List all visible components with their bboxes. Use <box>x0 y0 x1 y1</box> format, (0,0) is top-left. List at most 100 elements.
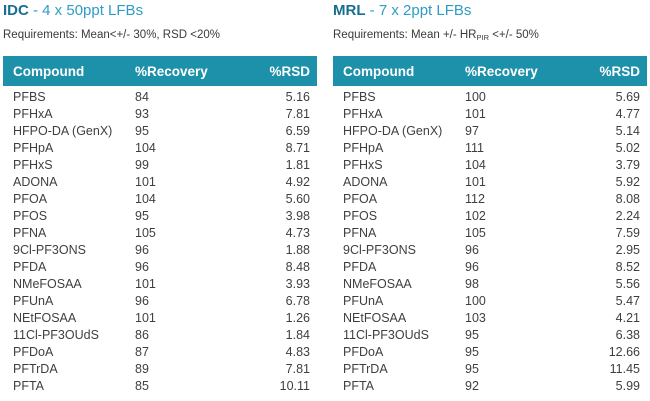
rsd-cell: 8.52 <box>615 260 640 274</box>
recovery-cell: 105 <box>465 226 486 240</box>
rsd-cell: 5.69 <box>615 90 640 104</box>
table-row: 11Cl-PF3OUdS 86 1.84 <box>3 327 317 344</box>
rsd-cell: 11.45 <box>609 362 640 376</box>
table-row: 11Cl-PF3OUdS 95 6.38 <box>333 327 647 344</box>
recovery-cell: 111 <box>465 141 485 155</box>
compound-cell: PFDoA <box>13 345 54 359</box>
table-row: PFHxA 101 4.77 <box>333 106 647 123</box>
table-row: PFDoA 95 12.66 <box>333 344 647 361</box>
rsd-cell: 1.81 <box>285 158 310 172</box>
recovery-cell: 100 <box>465 90 486 104</box>
table-row: HFPO-DA (GenX) 95 6.59 <box>3 123 317 140</box>
rsd-cell: 6.38 <box>615 328 640 342</box>
compound-cell: PFHxS <box>13 158 53 172</box>
mrl-title-abbrev: MRL <box>333 2 366 19</box>
compound-cell: 11Cl-PF3OUdS <box>13 328 99 342</box>
compound-cell: PFDA <box>343 260 377 274</box>
recovery-cell: 98 <box>465 277 479 291</box>
table-row: NMeFOSAA 101 3.93 <box>3 276 317 293</box>
compound-cell: NMeFOSAA <box>13 277 82 291</box>
idc-title-abbrev: IDC <box>3 2 29 19</box>
rsd-cell: 4.77 <box>615 107 640 121</box>
rsd-cell: 5.47 <box>615 294 640 308</box>
compound-cell: 9Cl-PF3ONS <box>343 243 416 257</box>
rsd-cell: 4.73 <box>285 226 310 240</box>
recovery-cell: 104 <box>135 141 156 155</box>
compound-cell: PFNA <box>13 226 47 240</box>
rsd-cell: 4.21 <box>615 311 640 325</box>
mrl-requirements-text: Requirements: Mean +/- HRPIR <+/- 50% <box>333 29 539 42</box>
rsd-cell: 4.92 <box>285 175 310 189</box>
recovery-cell: 104 <box>465 158 486 172</box>
compound-cell: PFTrDA <box>13 362 58 376</box>
recovery-cell: 101 <box>465 175 486 189</box>
recovery-cell: 100 <box>465 294 486 308</box>
recovery-cell: 101 <box>135 311 156 325</box>
table-row: 9Cl-PF3ONS 96 2.95 <box>333 242 647 259</box>
compound-cell: NMeFOSAA <box>343 277 412 291</box>
recovery-cell: 95 <box>465 328 479 342</box>
recovery-cell: 89 <box>135 362 149 376</box>
rsd-cell: 7.59 <box>615 226 640 240</box>
recovery-cell: 92 <box>465 379 479 393</box>
recovery-cell: 95 <box>465 362 479 376</box>
compound-cell: PFNA <box>343 226 377 240</box>
recovery-cell: 96 <box>465 260 479 274</box>
rsd-cell: 5.99 <box>615 379 640 393</box>
rsd-cell: 12.66 <box>608 345 640 359</box>
rsd-cell: 6.78 <box>285 294 310 308</box>
rsd-cell: 5.14 <box>615 124 640 138</box>
compound-column-header: Compound <box>3 56 135 86</box>
table-row: PFHpA 104 8.71 <box>3 140 317 157</box>
rsd-cell: 5.60 <box>285 192 310 206</box>
compound-cell: PFTA <box>13 379 45 393</box>
table-row: PFHpA 111 5.02 <box>333 140 647 157</box>
recovery-column-header: %Recovery <box>135 56 245 86</box>
rsd-cell: 2.24 <box>615 209 640 223</box>
compound-cell: PFUnA <box>343 294 384 308</box>
recovery-cell: 103 <box>465 311 486 325</box>
rsd-cell: 5.16 <box>285 90 310 104</box>
table-row: PFUnA 100 5.47 <box>333 293 647 310</box>
compound-cell: PFBS <box>13 90 46 104</box>
table-row: PFHxA 93 7.81 <box>3 106 317 123</box>
rsd-cell: 8.08 <box>615 192 640 206</box>
rsd-column-header: %RSD <box>575 56 647 86</box>
recovery-cell: 87 <box>135 345 149 359</box>
compound-cell: PFHxS <box>343 158 383 172</box>
idc-panel: IDC - 4 x 50ppt LFBs Requirements: Mean<… <box>3 1 317 395</box>
table-row: NEtFOSAA 101 1.26 <box>3 310 317 327</box>
compound-column-header: Compound <box>333 56 465 86</box>
recovery-cell: 101 <box>135 175 156 189</box>
rsd-cell: 1.84 <box>285 328 310 342</box>
compound-cell: PFTrDA <box>343 362 388 376</box>
recovery-cell: 99 <box>135 158 149 172</box>
compound-cell: PFOS <box>13 209 48 223</box>
table-header-row: Compound %Recovery %RSD <box>3 56 317 86</box>
recovery-cell: 95 <box>135 124 149 138</box>
recovery-column-header: %Recovery <box>465 56 575 86</box>
compound-cell: NEtFOSAA <box>13 311 77 325</box>
compound-cell: ADONA <box>343 175 388 189</box>
recovery-cell: 85 <box>135 379 149 393</box>
rsd-cell: 1.88 <box>285 243 310 257</box>
idc-requirements-text: Requirements: Mean<+/- 30%, RSD <20% <box>3 29 221 41</box>
rsd-cell: 8.48 <box>285 260 310 274</box>
rsd-cell: 4.83 <box>285 345 310 359</box>
rsd-column-header: %RSD <box>245 56 317 86</box>
table-row: PFHxS 104 3.79 <box>333 157 647 174</box>
rsd-cell: 3.93 <box>285 277 310 291</box>
table-row: PFTA 85 10.11 <box>3 378 317 395</box>
recovery-cell: 93 <box>135 107 149 121</box>
table-row: PFNA 105 7.59 <box>333 225 647 242</box>
idc-title-detail: - 4 x 50ppt LFBs <box>28 2 144 19</box>
mrl-results-table: Compound %Recovery %RSD PFBS 100 5.69 PFHxA… <box>333 56 647 395</box>
table-row: PFOA 104 5.60 <box>3 191 317 208</box>
table-row: PFHxS 99 1.81 <box>3 157 317 174</box>
idc-results-table: Compound %Recovery %RSD PFBS 84 5.16 PFHxA 9… <box>3 56 317 395</box>
compound-cell: PFHpA <box>13 141 54 155</box>
mrl-title-detail: - 7 x 2ppt LFBs <box>365 2 472 19</box>
compound-cell: PFDoA <box>343 345 384 359</box>
table-row: PFTrDA 89 7.81 <box>3 361 317 378</box>
table-header-row: Compound %Recovery %RSD <box>333 56 647 86</box>
